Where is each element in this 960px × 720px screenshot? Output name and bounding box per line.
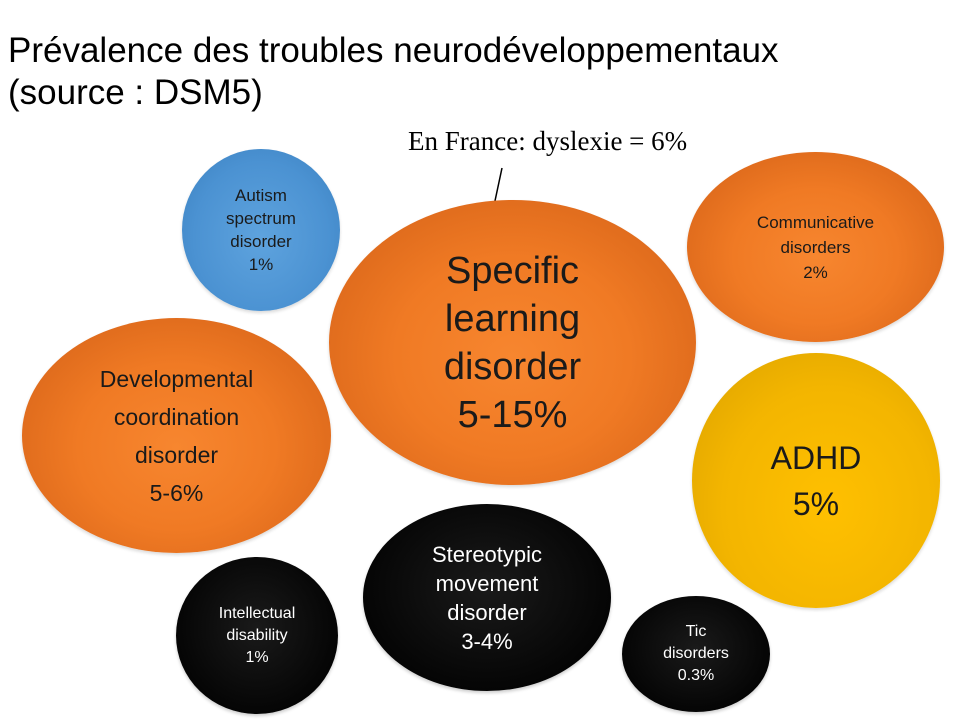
bubble-label: disorder [230,232,292,251]
bubble-value: 1% [245,648,269,666]
bubble-value: 5-15% [457,393,568,436]
bubble-tic-disorders: Tic disorders 0.3% [622,596,770,712]
bubble-value: 5% [792,485,840,522]
bubble-label: coordination [113,403,240,430]
bubble-label: Autism [235,186,287,205]
bubble-label: Communicative [756,212,875,232]
bubble-label: Specific [445,249,580,292]
bubble-label: disorders [780,237,851,257]
bubble-specific-learning-disorder: Specific learning disorder 5-15% [329,200,696,485]
bubble-label: disorder [447,599,527,625]
bubble-label: Intellectual [218,604,296,622]
bubble-label: Tic [685,623,707,640]
bubble-value: 1% [248,255,274,274]
bubble-value: 3-4% [461,628,513,654]
bubble-label: disorder [134,441,219,468]
bubble-stereotypic-movement-disorder: Stereotypic movement disorder 3-4% [363,504,611,691]
bubble-intellectual-disability: Intellectual disability 1% [176,557,338,714]
bubble-label: disorders [663,645,729,662]
bubble-label: disability [226,626,288,644]
france-dyslexia-note: En France: dyslexie = 6% [408,126,688,156]
bubble-adhd: ADHD 5% [692,353,940,608]
title-line-1: Prévalence des troubles neurodéveloppeme… [8,31,779,70]
bubble-autism-spectrum-disorder: Autism spectrum disorder 1% [182,149,340,311]
bubble-value: 5-6% [149,479,204,506]
title-line-2: (source : DSM5) [8,73,263,112]
bubble-label: movement [435,570,539,596]
bubble-label: learning [444,297,581,340]
bubble-label: disorder [443,345,582,388]
bubble-developmental-coordination-disorder: Developmental coordination disorder 5-6% [22,318,331,553]
bubble-communicative-disorders: Communicative disorders 2% [687,152,944,342]
page-title: Prévalence des troubles neurodéveloppeme… [8,30,948,114]
bubble-label: Developmental [99,365,254,392]
bubble-label: ADHD [770,439,862,476]
bubble-label: Stereotypic [431,541,543,567]
bubble-value: 0.3% [677,667,715,684]
bubble-value: 2% [803,262,828,282]
bubble-label: spectrum [226,209,296,228]
